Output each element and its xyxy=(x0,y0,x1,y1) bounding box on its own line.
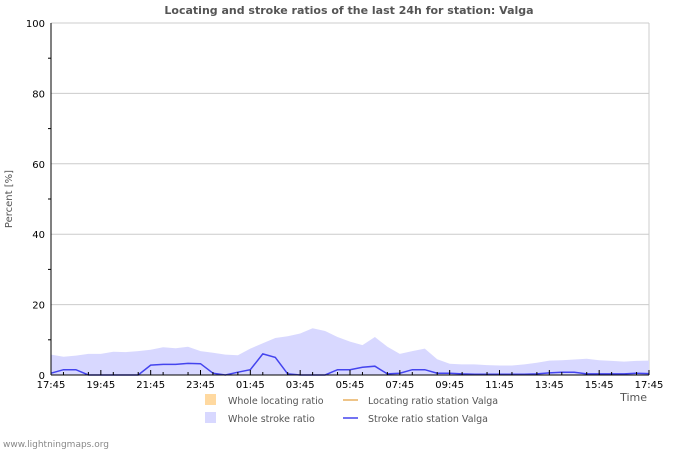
x-tick-label: 23:45 xyxy=(186,380,215,391)
y-axis-label: Percent [%] xyxy=(4,170,15,228)
legend-label: Locating ratio station Valga xyxy=(368,396,498,407)
x-axis-label: Time xyxy=(619,391,647,404)
y-tick-label: 60 xyxy=(32,160,45,171)
area-whole-stroke-ratio xyxy=(51,328,649,375)
x-tick-label: 03:45 xyxy=(286,380,315,391)
x-tick-label: 05:45 xyxy=(336,380,365,391)
legend-label: Whole stroke ratio xyxy=(228,414,315,425)
x-tick-label: 19:45 xyxy=(86,380,115,391)
legend-label: Whole locating ratio xyxy=(228,396,324,407)
legend-label: Stroke ratio station Valga xyxy=(368,414,488,425)
x-tick-label: 17:45 xyxy=(635,380,664,391)
y-tick-label: 20 xyxy=(32,301,45,312)
x-tick-label: 15:45 xyxy=(585,380,614,391)
x-tick-label: 09:45 xyxy=(435,380,464,391)
x-tick-label: 13:45 xyxy=(535,380,564,391)
y-tick-label: 40 xyxy=(32,230,45,241)
y-tick-label: 0 xyxy=(39,371,45,382)
legend-swatch xyxy=(205,394,216,405)
x-tick-label: 11:45 xyxy=(485,380,514,391)
x-tick-label: 17:45 xyxy=(37,380,66,391)
x-tick-label: 21:45 xyxy=(136,380,165,391)
footer-credit: www.lightningmaps.org xyxy=(3,440,109,450)
y-tick-label: 80 xyxy=(32,89,45,100)
x-tick-label: 07:45 xyxy=(385,380,414,391)
x-tick-label: 01:45 xyxy=(236,380,265,391)
chart-title: Locating and stroke ratios of the last 2… xyxy=(164,4,533,17)
y-tick-label: 100 xyxy=(26,19,45,30)
legend-swatch xyxy=(205,412,216,423)
